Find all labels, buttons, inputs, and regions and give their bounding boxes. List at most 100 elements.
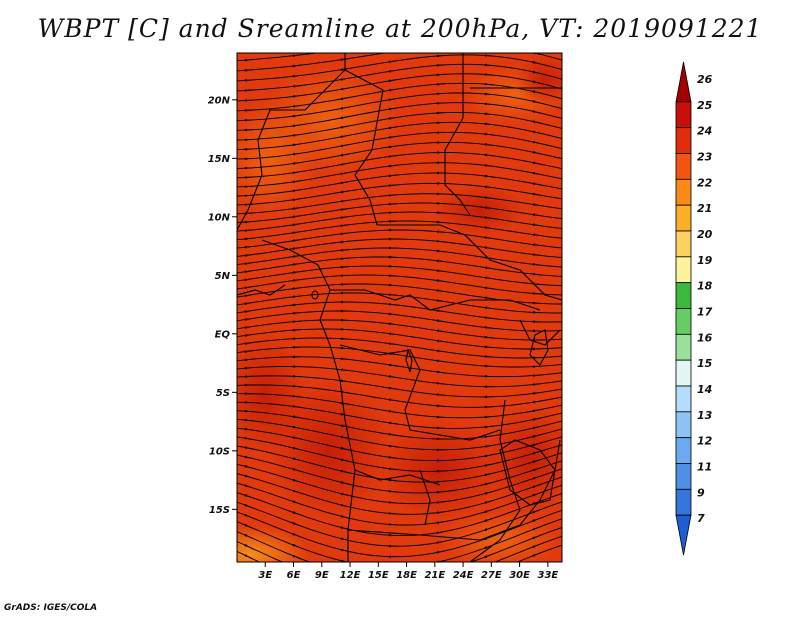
stream-arrow [531, 492, 542, 497]
stream-arrow [243, 409, 254, 413]
colorbar-label: 15 [697, 357, 713, 370]
stream-arrow [291, 54, 302, 57]
colorbar-swatch [675, 61, 692, 103]
stream-arrow [243, 465, 254, 469]
stream-arrow [387, 444, 398, 448]
lon-label: 6E [287, 570, 301, 581]
stream-arrow [291, 239, 302, 242]
stream-arrow [291, 457, 302, 462]
stream-arrow [339, 153, 350, 157]
stream-arrow [531, 161, 542, 165]
stream-arrow [339, 346, 350, 350]
stream-arrow [387, 98, 398, 101]
stream-arrow [243, 418, 254, 422]
stream-arrow [291, 303, 302, 307]
stream-arrow [291, 143, 302, 147]
stream-arrow [243, 341, 254, 345]
stream-arrow [435, 370, 446, 374]
lon-label: 15E [368, 570, 389, 581]
stream-arrow [339, 162, 350, 166]
stream-arrow [387, 478, 398, 482]
stream-arrow [435, 490, 446, 494]
stream-arrow [435, 511, 446, 514]
stream-arrow [483, 276, 494, 280]
stream-arrow [243, 333, 254, 337]
stream-arrow [531, 475, 542, 480]
stream-arrow [531, 80, 542, 84]
stream-arrow [339, 248, 350, 252]
lon-label: 24E [453, 570, 474, 581]
lat-label: 10S [209, 446, 230, 457]
stream-arrow [483, 206, 494, 210]
stream-arrow [483, 286, 494, 290]
credit-label: GrADS: IGES/COLA [4, 603, 98, 613]
stream-arrow [291, 287, 302, 290]
stream-arrow [339, 469, 350, 474]
stream-arrow [291, 405, 302, 409]
stream-arrow [483, 82, 494, 86]
stream-arrow [339, 125, 350, 129]
colorbar: 26 25 24 23 22 21 20 19 18 17 16 15 14 13 12 11 9 7 [675, 61, 713, 556]
stream-arrow [243, 544, 254, 550]
stream-arrow [483, 444, 494, 448]
stream-arrow [531, 213, 542, 217]
stream-arrow [435, 63, 446, 67]
colorbar-label: 9 [697, 486, 705, 499]
stream-arrow [387, 164, 398, 168]
stream-arrow [387, 193, 398, 197]
lat-label: 20N [208, 95, 231, 106]
stream-arrow [435, 521, 446, 524]
stream-arrow [531, 223, 542, 227]
stream-arrow [387, 135, 398, 139]
colorbar-swatch [675, 488, 692, 516]
colorbar-label: 21 [697, 202, 712, 215]
stream-arrow [243, 309, 254, 313]
stream-arrow [291, 425, 302, 429]
stream-arrow [387, 126, 398, 130]
stream-arrow [387, 60, 398, 64]
stream-arrow [483, 454, 494, 458]
stream-arrow [339, 77, 350, 81]
stream-arrow [291, 114, 302, 118]
stream-arrow [387, 421, 398, 425]
country-borders [237, 53, 562, 562]
stream-arrow [531, 90, 542, 94]
stream-arrow [291, 152, 302, 156]
stream-arrow [243, 474, 254, 479]
stream-arrow [341, 582, 349, 584]
stream-arrow [243, 68, 254, 72]
stream-arrow [483, 174, 494, 178]
stream-arrow [291, 270, 302, 274]
stream-arrow [483, 196, 494, 200]
stream-arrow [483, 481, 494, 486]
stream-arrow [387, 79, 398, 83]
stream-arrow [291, 262, 302, 266]
stream-arrow [483, 526, 494, 531]
stream-arrow [483, 425, 494, 429]
stream-arrow [291, 311, 302, 315]
stream-arrow [339, 390, 350, 394]
stream-arrow [291, 489, 302, 494]
stream-arrow [291, 522, 302, 527]
stream-arrow [291, 84, 302, 88]
lon-label: 21E [424, 570, 445, 581]
stream-arrow [483, 316, 494, 320]
stream-arrow [291, 171, 302, 174]
stream-arrow [243, 437, 254, 440]
stream-arrow [291, 215, 302, 219]
stream-arrow [243, 455, 254, 460]
stream-arrow [483, 335, 494, 339]
stream-arrow [243, 358, 254, 362]
colorbar-swatch [675, 127, 692, 154]
stream-arrow [531, 140, 542, 145]
stream-arrow [483, 164, 494, 167]
stream-arrow [483, 63, 494, 67]
stream-arrow [483, 499, 494, 504]
stream-arrow [435, 530, 446, 534]
stream-arrow [387, 386, 398, 390]
stream-arrow [291, 320, 302, 323]
stream-arrow [531, 467, 542, 472]
colorbar-swatch [675, 411, 692, 439]
stream-arrow [339, 503, 350, 508]
stream-arrow [435, 319, 446, 323]
